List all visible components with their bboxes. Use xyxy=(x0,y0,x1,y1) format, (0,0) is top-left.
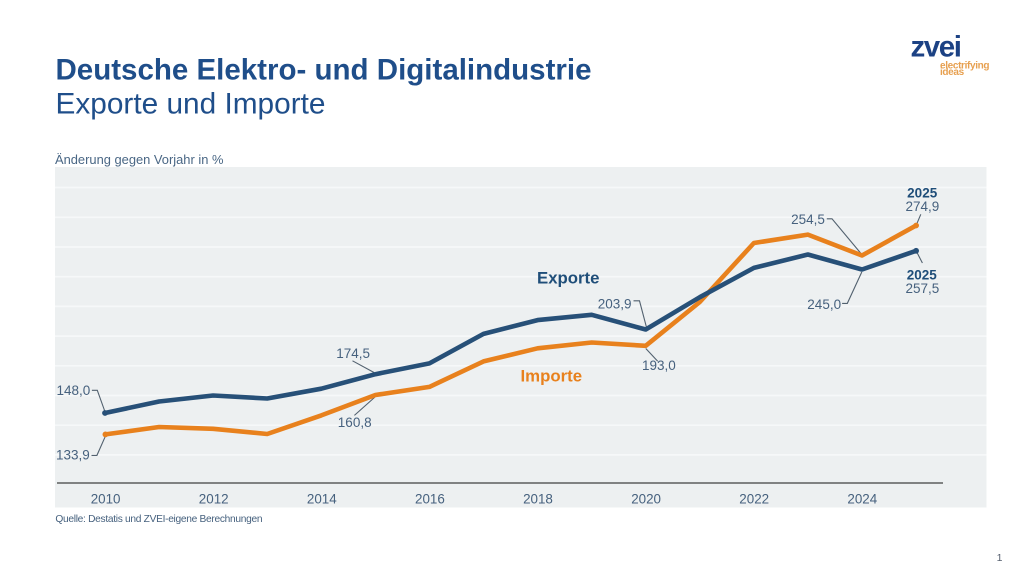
svg-text:Deutsche Elektro- und Digitali: Deutsche Elektro- und Digitalindustrie xyxy=(56,54,592,87)
svg-text:1: 1 xyxy=(997,552,1003,564)
svg-text:2016: 2016 xyxy=(415,491,445,506)
svg-text:electrifying: electrifying xyxy=(940,60,989,71)
svg-text:257,5: 257,5 xyxy=(906,281,940,296)
svg-text:160,8: 160,8 xyxy=(338,415,372,430)
svg-text:Exporte: Exporte xyxy=(537,268,599,287)
svg-text:245,0: 245,0 xyxy=(807,297,841,312)
svg-text:174,5: 174,5 xyxy=(336,346,370,361)
svg-text:274,9: 274,9 xyxy=(906,199,940,214)
svg-text:2025: 2025 xyxy=(907,186,938,201)
svg-text:2024: 2024 xyxy=(847,491,877,506)
svg-text:Quelle: Destatis und ZVEI-eige: Quelle: Destatis und ZVEI-eigene Berechn… xyxy=(55,514,262,525)
svg-text:148,0: 148,0 xyxy=(57,383,91,398)
svg-text:2014: 2014 xyxy=(307,491,337,506)
svg-text:203,9: 203,9 xyxy=(598,296,632,311)
svg-text:zvei: zvei xyxy=(911,30,961,63)
svg-text:133,9: 133,9 xyxy=(56,447,90,462)
svg-text:Importe: Importe xyxy=(521,366,583,385)
svg-text:2012: 2012 xyxy=(199,491,229,506)
svg-text:254,5: 254,5 xyxy=(791,212,825,227)
svg-text:2022: 2022 xyxy=(739,491,769,506)
svg-text:2025: 2025 xyxy=(907,267,938,282)
svg-text:193,0: 193,0 xyxy=(642,358,676,373)
svg-text:2018: 2018 xyxy=(523,491,553,506)
svg-text:Exporte und Importe: Exporte und Importe xyxy=(56,88,326,121)
svg-text:2010: 2010 xyxy=(91,491,121,506)
svg-text:Änderung gegen Vorjahr in %: Änderung gegen Vorjahr in % xyxy=(55,152,223,167)
svg-text:2020: 2020 xyxy=(631,491,661,506)
svg-text:ideas: ideas xyxy=(940,67,965,78)
